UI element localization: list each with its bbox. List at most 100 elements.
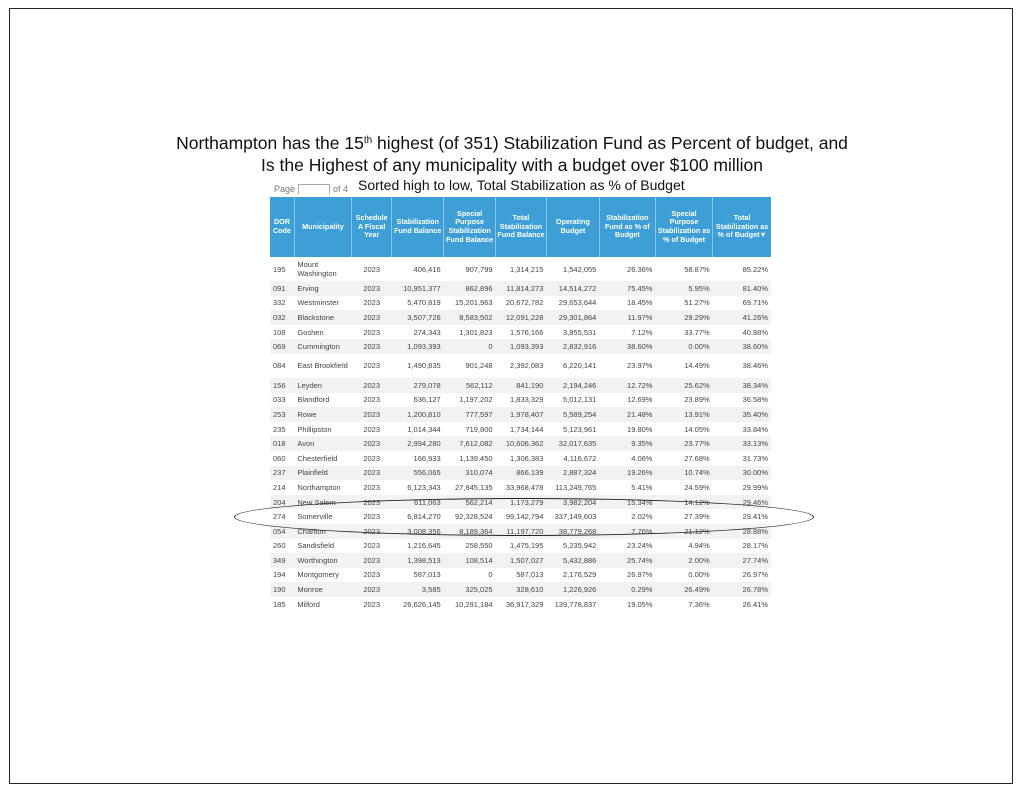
total-balance-cell: 1,306,383: [510, 453, 544, 463]
special-purpose-balance-cell: 15,201,963: [455, 298, 493, 308]
total-balance-cell: 1,978,407: [495, 407, 547, 422]
municipality-cell: New Salem: [294, 494, 352, 510]
total-balance-cell: 1,314,215: [510, 264, 544, 274]
special-purpose-balance-cell: 0: [488, 570, 493, 580]
stabilization-balance-cell: 3,507,726: [391, 310, 444, 325]
table-row: 108 Goshen 2023 274,343 1,301,823 1,576,166 3,…: [270, 325, 771, 340]
special-purpose-balance-cell: 7,612,082: [443, 436, 496, 451]
special-purpose-balance-cell: 10,291,184: [455, 599, 493, 609]
table-row: 185 Milford 2023 26,626,145 10,291,184 36,917…: [270, 597, 771, 612]
special-purpose-pct-cell: 5.95%: [655, 281, 713, 296]
table-pager[interactable]: Page of 4: [274, 184, 349, 194]
dor-code-cell: 060: [273, 453, 286, 463]
stabilization-balance-cell: 1,093,393: [391, 339, 444, 354]
stabilization-pct-cell: 11.97%: [599, 310, 656, 325]
dor-code-cell: 214: [273, 482, 286, 492]
total-balance-cell: 12,091,228: [495, 310, 547, 325]
special-purpose-pct-cell: 14.12%: [655, 494, 713, 510]
operating-budget-cell: 2,887,324: [546, 465, 600, 481]
special-purpose-balance-cell: 92,328,524: [455, 512, 493, 522]
municipality-cell: Northampton: [297, 482, 341, 492]
operating-budget-cell: 3,982,204: [546, 494, 600, 510]
column-header[interactable]: Special Purpose Stabilization Fund Balan…: [443, 197, 497, 257]
total-balance-cell: 20,672,782: [505, 298, 544, 308]
stabilization-pct-cell: 26.36%: [627, 264, 653, 274]
table-row: 349 Worthington 2023 1,398,513 108,514 1,507,…: [270, 553, 771, 568]
dor-code-cell: 237: [270, 465, 295, 481]
total-pct-cell: 38.46%: [742, 361, 768, 371]
stabilization-balance-cell: 611,063: [391, 494, 444, 510]
operating-budget-cell: 139,778,837: [554, 599, 597, 609]
stabilization-pct-cell: 12.69%: [627, 395, 653, 405]
fiscal-year-cell: 2023: [351, 407, 392, 422]
dor-code-cell: 260: [273, 541, 286, 551]
special-purpose-pct-cell: 24.59%: [684, 482, 710, 492]
total-balance-cell: 11,197,720: [495, 523, 547, 539]
total-pct-cell: 26.41%: [742, 599, 768, 609]
special-purpose-pct-cell: 58.87%: [684, 264, 710, 274]
table-row: 194 Montgomery 2023 587,013 0 587,013 2,176,52…: [270, 568, 771, 583]
dor-code-cell: 274: [273, 512, 286, 522]
total-balance-cell: 1,734,144: [510, 424, 544, 434]
column-header[interactable]: Schedule A Fiscal Year: [351, 197, 393, 257]
table-row: 332 Westminster 2023 5,470,819 15,201,963 20,…: [270, 296, 771, 311]
fiscal-year-cell: 2023: [351, 310, 392, 325]
stabilization-pct-cell: 19.26%: [599, 465, 656, 481]
dor-code-cell: 091: [270, 281, 295, 296]
table-row: 260 Sandisfield 2023 1,216,645 258,550 1,475,…: [270, 539, 771, 554]
dor-code-cell: 235: [273, 424, 286, 434]
column-header[interactable]: DOR Code: [270, 197, 295, 257]
stabilization-pct-cell: 21.48%: [599, 407, 656, 422]
municipality-cell: Somerville: [297, 512, 333, 522]
column-header[interactable]: Total Stabilization as % of Budget▼: [712, 197, 771, 257]
special-purpose-balance-cell: 1,197,202: [459, 395, 493, 405]
special-purpose-balance-cell: 562,112: [443, 377, 496, 393]
special-purpose-pct-cell: 27.68%: [684, 453, 710, 463]
stabilization-pct-cell: 0.29%: [599, 582, 656, 597]
stabilization-pct-cell: 9.35%: [599, 436, 656, 451]
dor-code-cell: 195: [273, 264, 286, 274]
page-number-input[interactable]: [298, 184, 331, 194]
total-balance-cell: 841,190: [495, 377, 547, 393]
total-pct-cell: 41.26%: [712, 310, 771, 325]
dor-code-cell: 194: [273, 570, 286, 580]
stabilization-balance-cell: 2,994,280: [391, 436, 444, 451]
table-row: 054 Charlton 2023 3,008,356 8,189,364 11,197,…: [270, 523, 771, 539]
municipality-cell: Montgomery: [297, 570, 340, 580]
operating-budget-cell: 6,220,141: [562, 361, 597, 371]
special-purpose-pct-cell: 2.00%: [655, 553, 713, 568]
special-purpose-balance-cell: 0: [443, 339, 496, 354]
total-balance-cell: 1,475,195: [510, 541, 544, 551]
stabilization-balance-cell: 636,127: [413, 395, 441, 405]
total-pct-cell: 40.88%: [742, 327, 768, 337]
municipality-cell: Charlton: [294, 523, 352, 539]
column-header[interactable]: Total Stabilization Fund Balance: [495, 197, 547, 257]
special-purpose-pct-cell: 14.49%: [684, 361, 710, 371]
stabilization-pct-cell: 15.34%: [599, 494, 656, 510]
stabilization-pct-cell: 38.60%: [599, 339, 656, 354]
column-header[interactable]: Stabilization Fund as % of Budget: [599, 197, 656, 257]
column-header[interactable]: Stabilization Fund Balance: [391, 197, 445, 257]
special-purpose-pct-cell: 23.77%: [655, 436, 713, 451]
column-header[interactable]: Operating Budget: [546, 197, 600, 257]
stabilization-balance-cell: 1,398,513: [391, 553, 444, 568]
fiscal-year-cell: 2023: [351, 377, 392, 393]
column-header[interactable]: Municipality: [294, 197, 353, 257]
stabilization-balance-cell: 1,216,645: [407, 541, 441, 551]
municipality-cell: Leyden: [294, 377, 352, 393]
dor-code-cell: 332: [273, 298, 286, 308]
operating-budget-cell: 32,017,635: [546, 436, 600, 451]
municipality-cell: Blandford: [297, 395, 330, 405]
total-balance-cell: 33,968,478: [505, 482, 544, 492]
column-header[interactable]: Special Purpose Stabilization as % of Bu…: [655, 197, 714, 257]
municipality-cell: Cummington: [294, 339, 352, 354]
fiscal-year-cell: 2023: [351, 582, 392, 597]
fiscal-year-cell: 2023: [363, 361, 380, 371]
municipality-cell: Phillipston: [297, 424, 332, 434]
dor-code-cell: 108: [273, 327, 286, 337]
special-purpose-balance-cell: 310,074: [443, 465, 496, 481]
total-balance-cell: 328,610: [495, 582, 547, 597]
stabilization-pct-cell: 75.45%: [599, 281, 656, 296]
special-purpose-pct-cell: 27.39%: [684, 512, 710, 522]
total-pct-cell: 81.40%: [712, 281, 771, 296]
